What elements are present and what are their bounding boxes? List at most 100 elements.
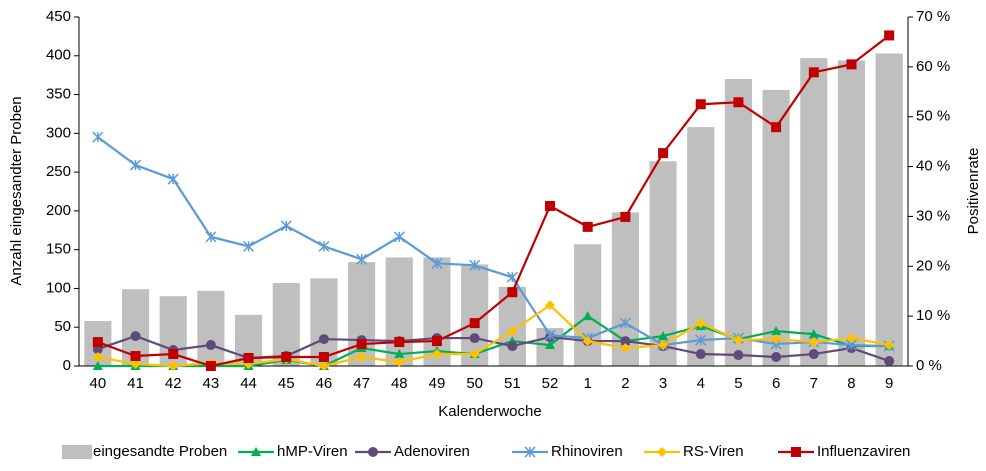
series-line bbox=[97, 303, 890, 368]
point-marker bbox=[884, 340, 895, 351]
point-marker bbox=[129, 159, 142, 171]
point-marker bbox=[884, 30, 895, 41]
bar bbox=[800, 58, 828, 367]
y-tick-label: 50 bbox=[54, 318, 71, 335]
point-marker bbox=[318, 352, 329, 363]
y-tick-label: 350 bbox=[46, 86, 71, 103]
point-marker bbox=[205, 361, 216, 371]
point-marker bbox=[620, 211, 631, 222]
point-marker bbox=[771, 352, 782, 363]
point-marker bbox=[733, 97, 744, 108]
point-marker bbox=[506, 271, 518, 283]
legend-marker bbox=[791, 447, 801, 457]
point-marker bbox=[507, 326, 518, 337]
point-marker bbox=[318, 361, 329, 371]
y-tick-label: 250 bbox=[46, 163, 71, 180]
point-marker bbox=[393, 231, 405, 243]
point-marker bbox=[771, 326, 782, 336]
bar bbox=[574, 244, 602, 366]
legend-label: Influenzaviren bbox=[817, 443, 910, 460]
x-tick-label: 4 bbox=[697, 375, 705, 392]
legend-label: hMP-Viren bbox=[277, 443, 348, 460]
point-marker bbox=[168, 361, 179, 371]
point-marker bbox=[205, 340, 216, 351]
x-tick-label: 52 bbox=[542, 375, 559, 392]
point-marker bbox=[582, 311, 593, 321]
point-marker bbox=[92, 352, 103, 363]
point-marker bbox=[394, 357, 405, 368]
point-marker bbox=[168, 349, 179, 360]
bar bbox=[837, 60, 866, 366]
point-marker bbox=[130, 331, 141, 342]
x-tick-label: 44 bbox=[240, 375, 257, 392]
x-tick-label: 1 bbox=[584, 375, 592, 392]
legend-label: RS-Viren bbox=[683, 443, 744, 460]
point-marker bbox=[846, 333, 857, 344]
point-marker bbox=[318, 240, 330, 252]
point-marker bbox=[469, 259, 481, 271]
point-marker bbox=[733, 335, 744, 346]
point-marker bbox=[884, 356, 895, 367]
series-line bbox=[97, 136, 890, 348]
point-marker bbox=[620, 336, 631, 347]
point-marker bbox=[243, 353, 254, 364]
point-marker bbox=[92, 337, 103, 348]
bar bbox=[875, 53, 903, 366]
point-marker bbox=[771, 334, 782, 345]
point-marker bbox=[469, 333, 480, 344]
legend-label: eingesandte Proben bbox=[93, 443, 227, 460]
x-tick-label: 3 bbox=[659, 375, 667, 392]
y-tick-label: 400 bbox=[46, 47, 71, 64]
x-tick-label: 8 bbox=[847, 375, 855, 392]
point-marker bbox=[92, 131, 104, 143]
bar bbox=[310, 278, 338, 366]
x-tick-label: 51 bbox=[504, 375, 521, 392]
x-tick-label: 48 bbox=[391, 375, 408, 392]
point-marker bbox=[92, 361, 103, 370]
x-tick-label: 46 bbox=[316, 375, 333, 392]
legend-label: Adenoviren bbox=[394, 443, 470, 460]
point-marker bbox=[243, 240, 255, 252]
point-marker bbox=[431, 336, 442, 347]
y-tick-label: 100 bbox=[46, 279, 71, 296]
y-tick-label: 150 bbox=[46, 241, 71, 258]
legend-marker bbox=[368, 447, 378, 457]
point-marker bbox=[356, 253, 368, 265]
point-marker bbox=[545, 340, 556, 350]
y2-axis-title: Positivenrate bbox=[965, 148, 982, 235]
point-marker bbox=[356, 352, 367, 363]
y2-tick-label: 30 % bbox=[916, 207, 950, 224]
point-marker bbox=[130, 351, 141, 362]
point-marker bbox=[658, 331, 669, 341]
point-marker bbox=[318, 334, 329, 345]
point-marker bbox=[695, 318, 706, 329]
point-marker bbox=[205, 231, 217, 243]
point-marker bbox=[695, 334, 707, 346]
bar bbox=[724, 79, 752, 367]
x-tick-label: 7 bbox=[810, 375, 818, 392]
y2-tick-label: 0 % bbox=[916, 357, 942, 374]
y2-tick-label: 20 % bbox=[916, 257, 950, 274]
point-marker bbox=[545, 200, 556, 211]
point-marker bbox=[356, 339, 367, 350]
y-axis-title: Anzahl eingesandter Proben bbox=[8, 96, 25, 285]
point-marker bbox=[431, 257, 443, 269]
point-marker bbox=[808, 67, 819, 78]
x-tick-label: 47 bbox=[353, 375, 370, 392]
point-marker bbox=[808, 349, 819, 360]
y2-tick-label: 70 % bbox=[916, 8, 950, 25]
point-marker bbox=[280, 220, 292, 232]
x-tick-label: 42 bbox=[165, 375, 182, 392]
legend-label: Rhinoviren bbox=[551, 443, 623, 460]
bar bbox=[385, 257, 413, 366]
point-marker bbox=[394, 349, 405, 359]
point-marker bbox=[771, 122, 782, 133]
y-tick-label: 0 bbox=[63, 357, 71, 374]
point-marker bbox=[507, 341, 518, 352]
legend-marker bbox=[251, 447, 261, 456]
point-marker bbox=[545, 300, 556, 311]
point-marker bbox=[620, 343, 631, 354]
legend-swatch bbox=[62, 445, 92, 459]
